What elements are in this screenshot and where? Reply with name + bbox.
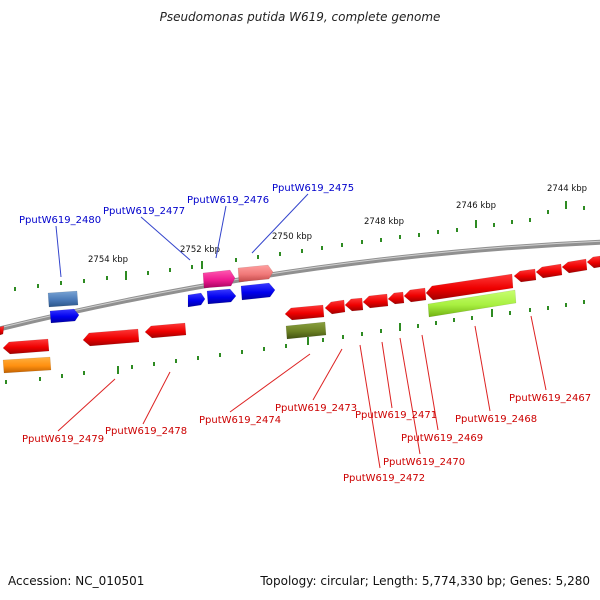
gene-label-PputW619_2469[interactable]: PputW619_2469	[401, 433, 483, 444]
gene-PputW619_2479-b[interactable]	[2, 356, 52, 374]
gene-forward-blue-3[interactable]	[240, 282, 276, 301]
gene-label-PputW619_2480[interactable]: PputW619_2480	[19, 215, 101, 226]
genome-summary-text: Topology: circular; Length: 5,774,330 bp…	[260, 574, 590, 588]
genome-backbone-highlight	[0, 240, 600, 329]
gene-label-PputW619_2470[interactable]: PputW619_2470	[383, 457, 465, 468]
gene-PputW619_2467[interactable]	[513, 268, 537, 283]
gene-PputW619_2478-a[interactable]	[82, 328, 140, 347]
gene-PputW619_2471[interactable]	[344, 297, 364, 312]
scale-label-2748: 2748 kbp	[364, 217, 404, 227]
scale-label-2750: 2750 kbp	[272, 232, 312, 242]
inner-tick-ring	[5, 300, 585, 384]
scale-label-2746: 2746 kbp	[456, 201, 496, 211]
gene-label-PputW619_2471[interactable]: PputW619_2471	[355, 410, 437, 421]
gene-PputW619_2469[interactable]	[387, 291, 405, 305]
forward-gene-labels: PputW619_2480 PputW619_2477 PputW619_247…	[19, 183, 354, 226]
gene-PputW619_2473[interactable]	[284, 304, 325, 321]
gene-label-PputW619_2473[interactable]: PputW619_2473	[275, 403, 357, 414]
scale-label-2752: 2752 kbp	[180, 245, 220, 255]
gene-forward-blue-2[interactable]	[206, 288, 237, 305]
gene-PputW619_2478-b[interactable]	[144, 322, 187, 339]
gene-label-PputW619_2479[interactable]: PputW619_2479	[22, 434, 104, 445]
gene-label-PputW619_2476[interactable]: PputW619_2476	[187, 195, 269, 206]
scale-label-2754: 2754 kbp	[88, 255, 128, 265]
scale-labels: 2744 kbp 2746 kbp 2748 kbp 2750 kbp 2752…	[88, 184, 587, 265]
gene-reverse-red-10[interactable]	[586, 255, 600, 269]
accession-text: Accession: NC_010501	[8, 574, 145, 588]
outer-tick-ring	[14, 201, 585, 291]
gene-reverse-red-9[interactable]	[561, 258, 588, 274]
gene-label-PputW619_2472[interactable]: PputW619_2472	[343, 473, 425, 484]
forward-strand-genes	[47, 264, 276, 324]
reverse-callouts	[57, 315, 547, 469]
gene-reverse-red-6[interactable]	[403, 287, 427, 303]
gene-label-PputW619_2468[interactable]: PputW619_2468	[455, 414, 537, 425]
gene-PputW619_2479-a[interactable]	[2, 338, 50, 355]
gene-PputW619_2474[interactable]	[285, 321, 327, 340]
genome-backbone	[0, 239, 600, 332]
gene-PputW619_2480[interactable]	[47, 290, 79, 308]
gene-reverse-red-8[interactable]	[535, 263, 563, 279]
map-title: Pseudomonas putida W619, complete genome	[159, 10, 441, 24]
gene-PputW619_2470[interactable]	[362, 293, 389, 309]
gene-PputW619_2468-a[interactable]	[425, 273, 514, 301]
gene-label-PputW619_2478[interactable]: PputW619_2478	[105, 426, 187, 437]
gene-label-PputW619_2474[interactable]: PputW619_2474	[199, 415, 281, 426]
gene-label-PputW619_2467[interactable]: PputW619_2467	[509, 393, 591, 404]
reverse-gene-labels: PputW619_2479 PputW619_2478 PputW619_247…	[22, 393, 591, 484]
gene-forward-blue-1[interactable]	[49, 308, 80, 324]
gene-PputW619_2472[interactable]	[324, 299, 346, 315]
gene-PputW619_2475[interactable]	[237, 264, 274, 283]
scale-label-2744: 2744 kbp	[547, 184, 587, 194]
gene-PputW619_2477[interactable]	[187, 292, 206, 308]
gene-PputW619_2476[interactable]	[202, 269, 236, 289]
forward-callouts	[55, 193, 309, 278]
gene-reverse-red-edge[interactable]	[0, 325, 5, 336]
gene-label-PputW619_2477[interactable]: PputW619_2477	[103, 206, 185, 217]
reverse-strand-genes	[0, 255, 600, 374]
gene-label-PputW619_2475[interactable]: PputW619_2475	[272, 183, 354, 194]
gene-PputW619_2468-b[interactable]	[427, 289, 517, 318]
